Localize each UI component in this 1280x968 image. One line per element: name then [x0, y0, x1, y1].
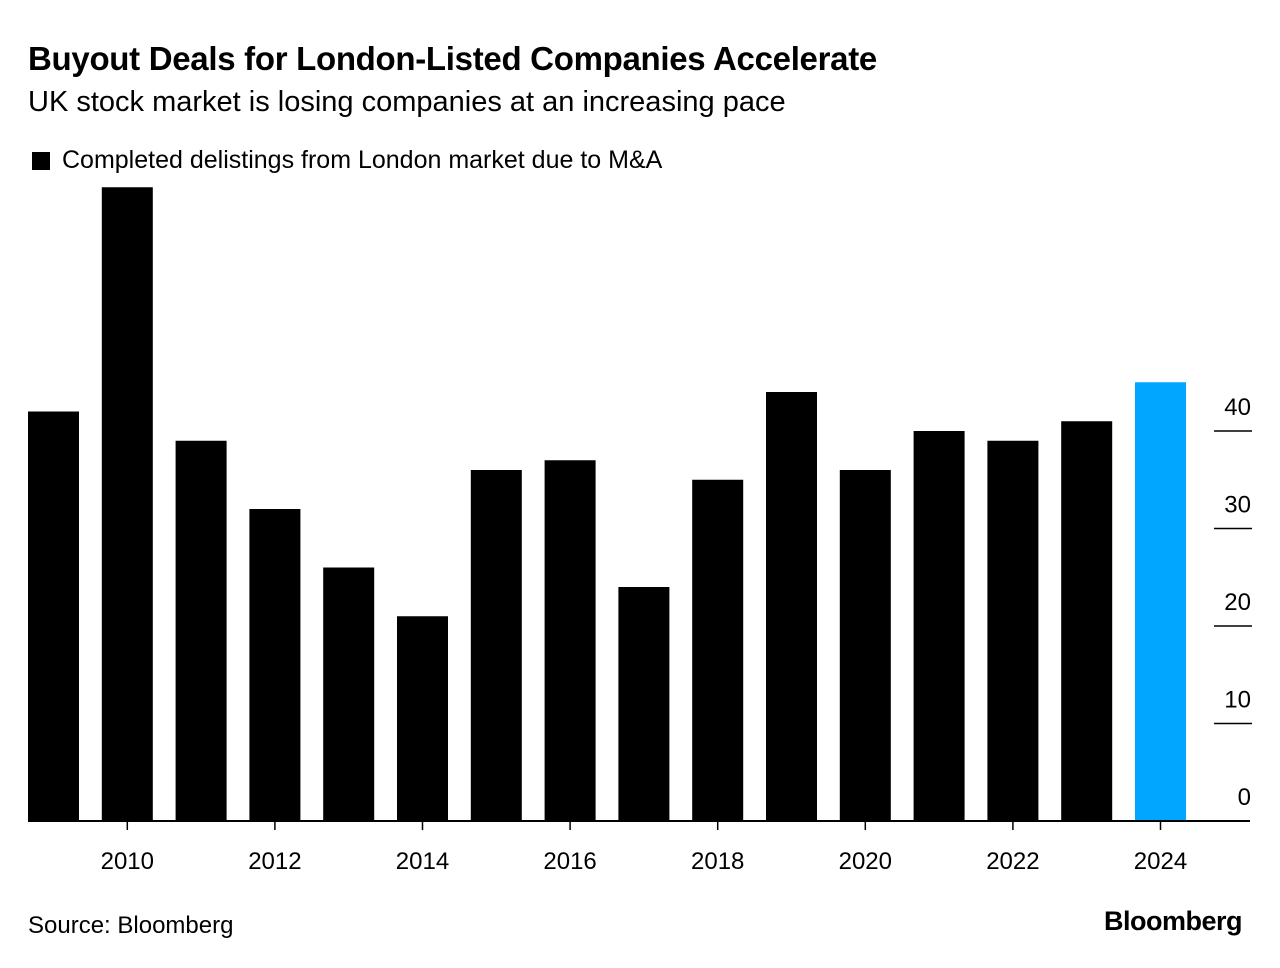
bloomberg-logo: Bloomberg	[1103, 906, 1243, 936]
x-tick-label-2016: 2016	[543, 848, 596, 875]
bar-2016	[544, 460, 596, 821]
bar-2018	[692, 479, 744, 821]
x-tick-label-2012: 2012	[248, 848, 301, 875]
bar-2014	[397, 616, 448, 821]
legend-label: Completed delistings from London market …	[62, 146, 663, 174]
y-tick-label-40: 40	[1224, 394, 1251, 421]
bar-2022	[987, 440, 1039, 821]
source-note: Source: Bloomberg	[28, 912, 234, 939]
x-tick-label-2014: 2014	[396, 848, 449, 875]
bar-2019	[766, 392, 817, 821]
x-tick-label-2010: 2010	[101, 848, 154, 875]
bar-2010	[101, 187, 153, 821]
bar-2021	[913, 431, 965, 821]
y-tick-label-0: 0	[1238, 784, 1251, 811]
bar-2009	[28, 411, 79, 821]
bar-2013	[323, 567, 375, 821]
chart-subtitle: UK stock market is losing companies at a…	[28, 86, 786, 118]
chart-title: Buyout Deals for London-Listed Companies…	[28, 40, 877, 77]
x-tick-label-2018: 2018	[691, 848, 744, 875]
x-tick-label-2020: 2020	[839, 848, 892, 875]
bar-2011	[175, 440, 227, 821]
legend-swatch	[32, 151, 50, 170]
bar-2017	[618, 587, 670, 821]
legend: Completed delistings from London market …	[32, 146, 662, 175]
y-tick-label-10: 10	[1224, 687, 1251, 714]
y-tick-label-20: 20	[1224, 589, 1251, 616]
x-tick-label-2024: 2024	[1134, 848, 1187, 875]
bar-2023	[1061, 421, 1113, 821]
x-tick-label-2022: 2022	[986, 848, 1039, 875]
bar-2024	[1135, 382, 1186, 821]
bar-2015	[470, 470, 522, 821]
bar-2012	[249, 509, 301, 821]
bar-2020	[839, 470, 891, 821]
y-tick-label-30: 30	[1224, 492, 1251, 519]
